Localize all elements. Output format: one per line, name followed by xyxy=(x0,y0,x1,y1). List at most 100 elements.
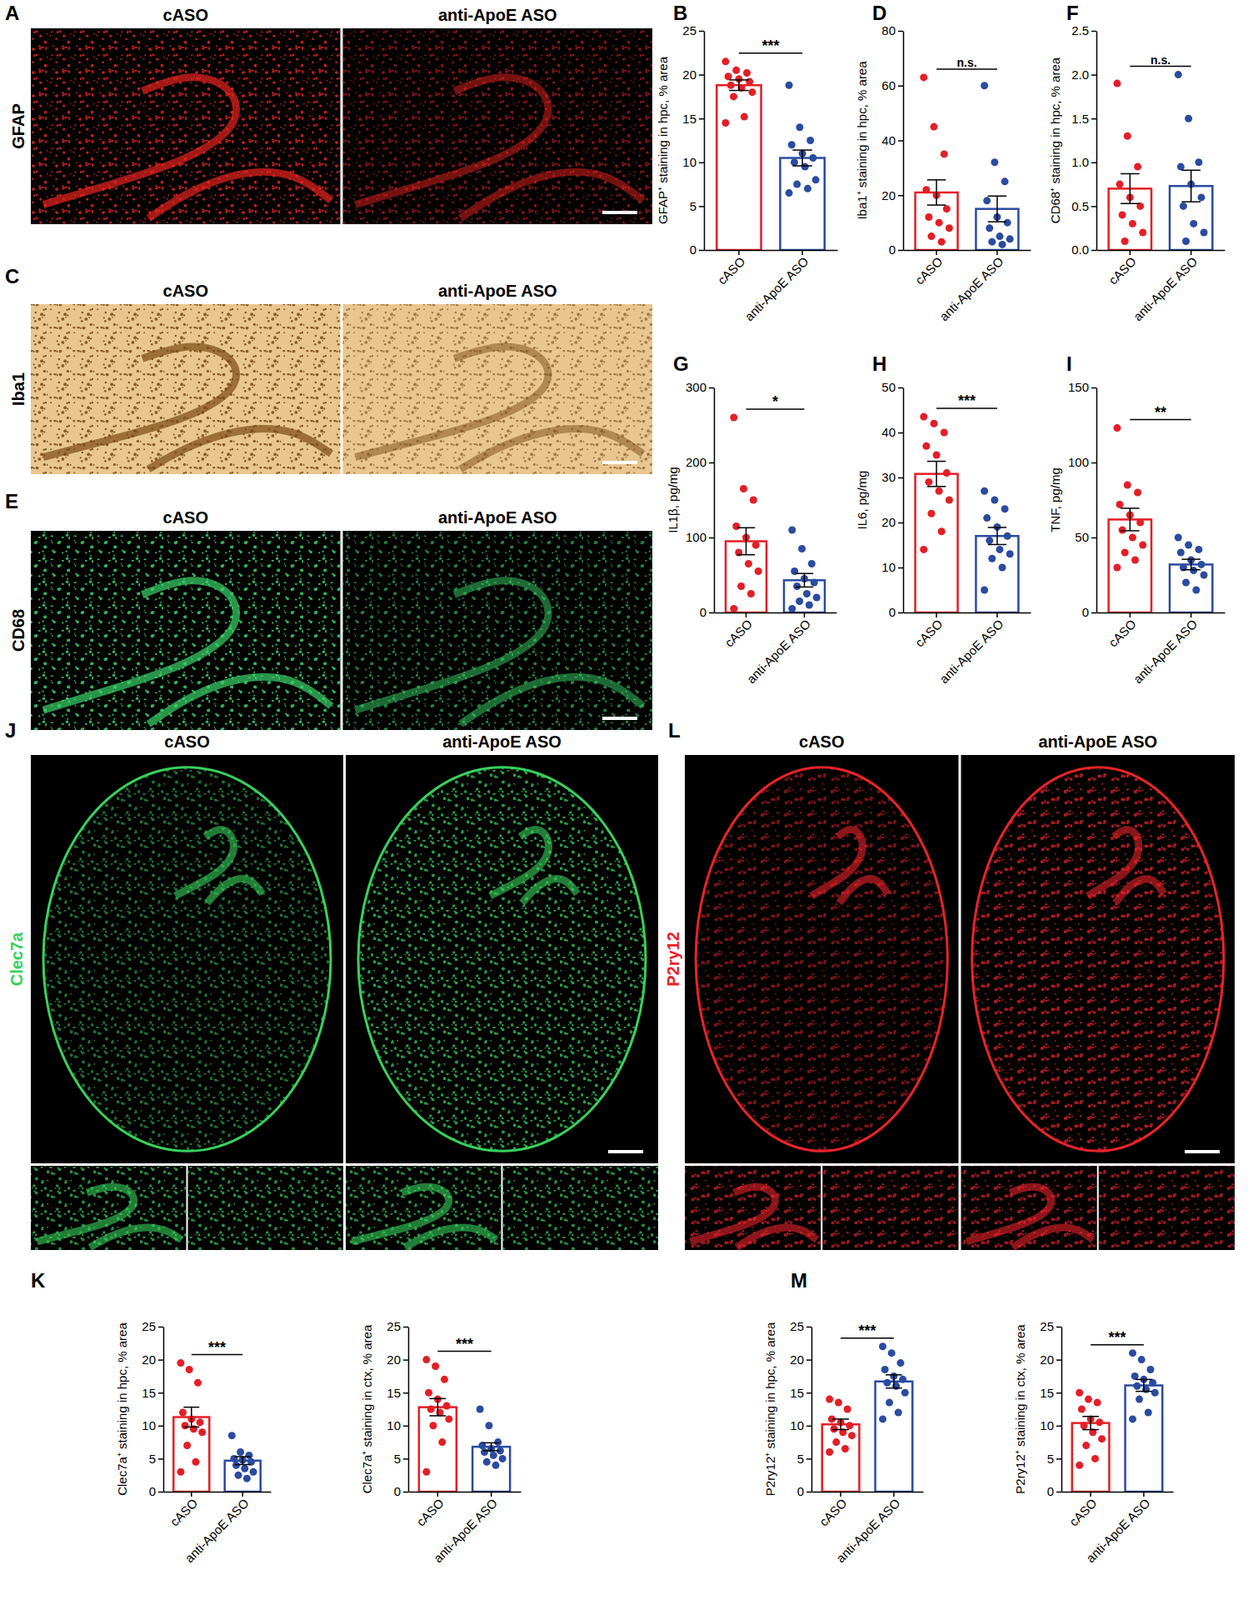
error-cap xyxy=(988,544,1007,546)
chart: 01020304050cASOanti-ApoE ASOIL6, pg/mg**… xyxy=(854,352,1032,686)
data-point xyxy=(739,484,748,493)
y-tick-mark xyxy=(1091,205,1097,208)
significance-label: *** xyxy=(208,1338,226,1356)
y-tick-mark xyxy=(1091,162,1097,165)
x-axis: cASOanti-ApoE ASO xyxy=(1097,612,1226,686)
panel-letter: H xyxy=(872,352,887,375)
data-point xyxy=(940,429,949,437)
data-point xyxy=(1113,424,1121,432)
y-tick-mark xyxy=(708,537,714,540)
error-cap xyxy=(728,79,749,81)
y-tick-label: 0 xyxy=(1082,604,1089,620)
y-tick: 0 xyxy=(689,242,704,257)
data-point xyxy=(1200,571,1209,580)
error-whisker xyxy=(1143,1378,1145,1391)
micrograph xyxy=(30,304,341,475)
chart: 050100150cASOanti-ApoE ASOTNF, pg/mg**I xyxy=(1048,352,1226,686)
y-tick-label: 0 xyxy=(394,1483,401,1498)
panel-letter: I xyxy=(1066,352,1073,375)
data-point xyxy=(749,496,758,505)
y-tick: 0 xyxy=(394,1483,409,1498)
data-point xyxy=(896,1358,904,1367)
y-tick-label: 100 xyxy=(1068,454,1089,470)
data-point xyxy=(1116,500,1124,509)
x-tick-mark xyxy=(241,1491,244,1497)
plot-marks xyxy=(1072,1348,1163,1492)
y-tick: 100 xyxy=(1068,454,1097,470)
data-point xyxy=(1082,1441,1090,1449)
data-point xyxy=(244,1451,253,1459)
data-point xyxy=(1182,237,1190,245)
significance-label: *** xyxy=(1108,1328,1126,1346)
error-whisker xyxy=(745,527,748,555)
hippocampal-layer xyxy=(460,676,644,724)
y-tick: 300 xyxy=(685,379,714,395)
y-axis-line xyxy=(811,1327,814,1493)
y-tick-mark xyxy=(708,462,714,465)
y-tick: 100 xyxy=(685,529,714,545)
bar xyxy=(1125,1384,1164,1492)
x-tick: cASO xyxy=(167,1491,201,1529)
y-tick: 5 xyxy=(394,1451,409,1466)
data-point xyxy=(1184,541,1193,550)
data-point xyxy=(825,1395,834,1403)
x-tick-mark xyxy=(935,612,938,618)
micrograph xyxy=(684,754,959,1164)
scale-bar xyxy=(602,210,638,215)
data-point xyxy=(1098,1434,1106,1443)
data-point xyxy=(438,1437,446,1446)
x-axis: cASOanti-ApoE ASO xyxy=(704,249,839,324)
data-point xyxy=(1121,549,1129,557)
data-point xyxy=(930,123,939,131)
y-tick-mark xyxy=(898,567,904,570)
data-point xyxy=(888,1348,896,1357)
error-cap xyxy=(1181,200,1201,203)
y-tick-label: 10 xyxy=(881,559,896,575)
plot-marks xyxy=(716,57,825,250)
data-point xyxy=(919,73,928,81)
data-point xyxy=(940,149,949,158)
y-tick-label: 5 xyxy=(689,199,697,214)
data-point xyxy=(1078,1405,1086,1413)
scale-bar xyxy=(1184,1149,1220,1154)
hippocampal-layer xyxy=(148,676,331,724)
data-point xyxy=(1075,1388,1084,1397)
error-bar xyxy=(988,195,1007,222)
y-tick-label: 0 xyxy=(797,1483,804,1498)
data-point xyxy=(480,1447,489,1456)
error-bar xyxy=(927,179,946,205)
bar xyxy=(472,1446,510,1492)
panel-letter: G xyxy=(673,352,689,375)
column-label: cASO xyxy=(163,5,209,25)
x-tick-mark xyxy=(1129,612,1132,618)
y-tick-mark xyxy=(698,249,704,252)
data-point xyxy=(924,478,933,486)
data-point xyxy=(922,442,930,450)
x-axis-line xyxy=(903,249,1032,252)
y-tick-mark xyxy=(158,1491,164,1493)
data-point xyxy=(848,1431,856,1439)
error-cap xyxy=(1082,1428,1099,1431)
x-tick-label: cASO xyxy=(1105,616,1139,650)
data-point xyxy=(793,582,801,590)
image-panel: cASOanti-ApoE ASOP2ry12L xyxy=(663,718,1235,1250)
bar xyxy=(716,84,761,250)
micrograph-texture xyxy=(30,28,341,225)
y-tick-mark xyxy=(1091,30,1097,33)
y-axis-title: GFAP⁺ staining in hpc, % area xyxy=(655,55,670,225)
data-point xyxy=(1194,545,1203,554)
micrograph xyxy=(30,530,341,730)
brain-section xyxy=(972,767,1224,1152)
y-axis-title: Iba1⁺ staining in hpc, % area xyxy=(854,60,869,220)
y-tick: 0.0 xyxy=(1071,242,1097,257)
error-bar xyxy=(1120,508,1140,531)
y-tick-mark xyxy=(898,194,904,197)
data-point xyxy=(740,113,749,121)
y-axis-line xyxy=(903,388,905,614)
x-tick-label: cASO xyxy=(413,1495,447,1529)
y-tick-mark xyxy=(158,1358,164,1361)
x-tick-label: anti-ApoE ASO xyxy=(181,1495,251,1565)
scale-bar xyxy=(602,716,638,720)
y-tick: 2.5 xyxy=(1071,23,1097,38)
data-point xyxy=(1138,228,1147,236)
